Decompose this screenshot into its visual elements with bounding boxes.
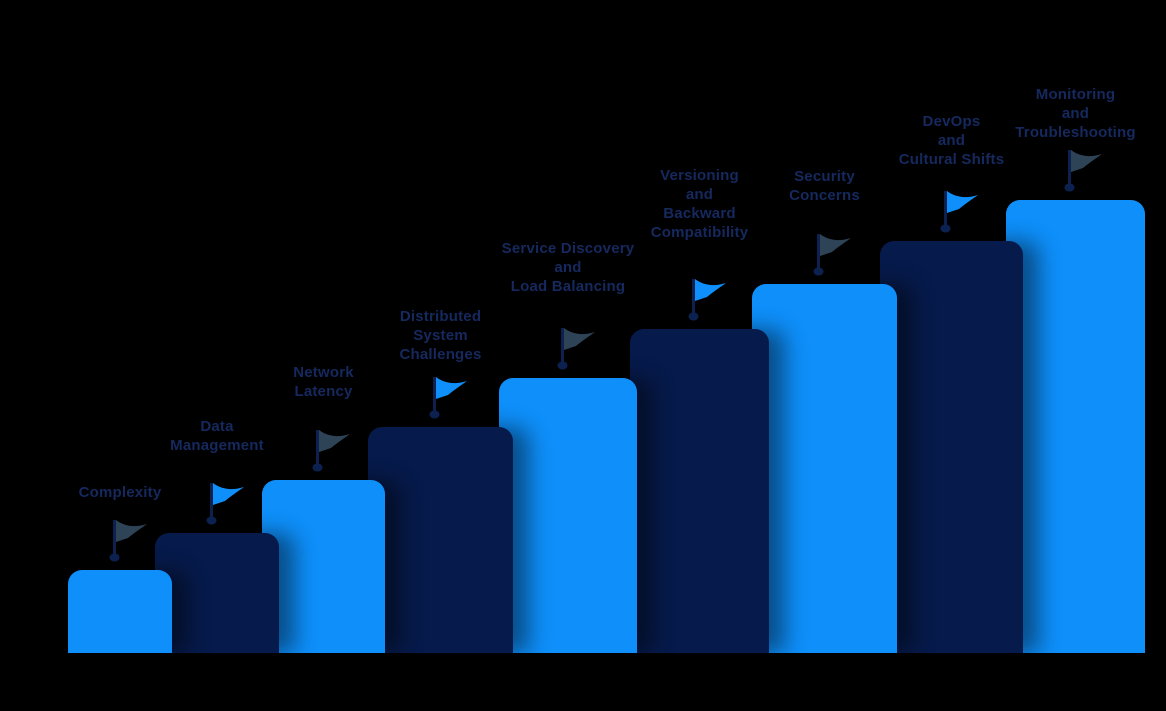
flag-icon (109, 520, 147, 562)
flag-pole (692, 279, 695, 314)
flag-pole (433, 377, 436, 412)
flag-pennant (1071, 150, 1102, 172)
flag-base-dot (1064, 183, 1075, 192)
bar-5 (499, 378, 637, 653)
flag-pennant (695, 279, 726, 301)
step-label-6: Versioning and Backward Compatibility (650, 167, 749, 241)
flag-pole (560, 328, 564, 363)
flag-icon (206, 483, 244, 525)
flag-pole (944, 191, 947, 226)
flag-icon (557, 328, 595, 370)
flag-pennant (947, 191, 978, 213)
flag-icon (940, 191, 978, 233)
flag-pennant (820, 234, 851, 256)
flag-pole (1068, 150, 1071, 185)
flag-base-dot (813, 267, 824, 276)
flag-pole (817, 234, 820, 269)
bar-6 (630, 329, 769, 653)
step-label-4: Distributed System Challenges (399, 308, 482, 363)
step-label-8: DevOps and Cultural Shifts (898, 113, 1005, 168)
step-label-7: Security Concerns (789, 168, 860, 204)
flag-pole (209, 483, 213, 518)
flag-pennant (115, 520, 147, 542)
flag-base-dot (429, 410, 440, 419)
flag-pole (316, 430, 319, 465)
flag-base-dot (688, 312, 699, 321)
bar-4 (368, 427, 513, 653)
flag-base-dot (109, 553, 119, 562)
step-label-3: Network Latency (293, 364, 354, 400)
step-label-1: Complexity (78, 484, 162, 501)
flag-icon (429, 377, 467, 419)
flag-pennant (436, 377, 467, 399)
flag-base-dot (206, 516, 216, 525)
bar-1 (68, 570, 172, 653)
flag-pennant (212, 483, 244, 505)
bar-8 (880, 241, 1023, 653)
flag-base-dot (940, 224, 951, 233)
flag-pennant (319, 430, 350, 452)
flag-base-dot (312, 463, 323, 472)
bar-2 (155, 533, 279, 653)
step-label-9: Monitoring and Troubleshooting (1015, 86, 1136, 141)
flag-pole (112, 520, 116, 555)
step-label-5: Service Discovery and Load Balancing (501, 240, 635, 295)
bar-7 (752, 284, 897, 653)
flag-base-dot (557, 361, 567, 370)
step-label-2: Data Management (170, 418, 264, 454)
bar-9 (1006, 200, 1145, 653)
flag-icon (1064, 150, 1102, 192)
flag-icon (688, 279, 726, 321)
flag-icon (813, 234, 851, 276)
flag-pennant (563, 328, 595, 350)
bar-3 (262, 480, 385, 653)
flag-icon (312, 430, 350, 472)
